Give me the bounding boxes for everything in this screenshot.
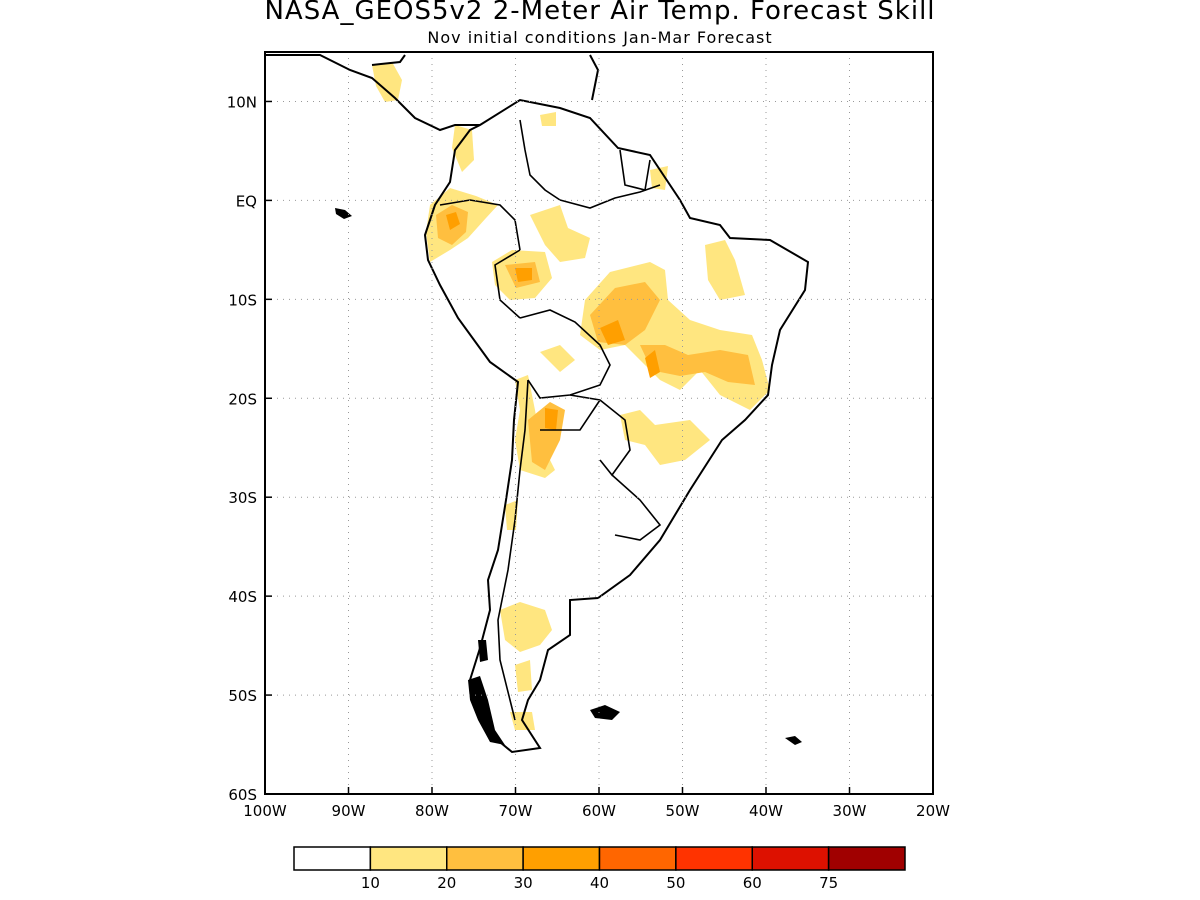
skill-region-patagonia-south xyxy=(515,660,532,692)
skill-region-amazon-west-peak xyxy=(515,268,532,282)
border-argentina-north xyxy=(540,399,601,431)
border-colombia-venezuela xyxy=(519,119,561,201)
legend-label: 75 xyxy=(819,874,838,892)
lat-tick-label: 10N xyxy=(227,93,257,111)
legend-swatch xyxy=(598,846,677,871)
legend-label: 30 xyxy=(514,874,533,892)
legend-label: 50 xyxy=(666,874,685,892)
skill-region-south-brazil xyxy=(620,410,710,465)
lon-tick-label: 60W xyxy=(582,802,616,820)
legend-label: 20 xyxy=(437,874,456,892)
lat-tick-label: 20S xyxy=(228,390,257,408)
skill-region-brazil-southeast-peak xyxy=(645,350,660,378)
border-chile-argentina xyxy=(497,379,529,721)
south-chile-archipelago xyxy=(468,676,505,745)
skill-region-amazon-east xyxy=(540,112,556,126)
legend-swatch xyxy=(751,846,830,871)
lat-tick-label: EQ xyxy=(236,192,257,210)
legend-swatch xyxy=(827,846,906,871)
border-argentina-paraguay xyxy=(569,394,631,477)
lon-tick-label: 20W xyxy=(916,802,950,820)
skill-region-guiana xyxy=(650,166,668,190)
lat-tick-label: 30S xyxy=(228,489,257,507)
lat-tick-label: 60S xyxy=(228,786,257,804)
border-colombia-peru xyxy=(439,199,521,251)
galapagos-islands xyxy=(335,208,352,219)
map-subtitle: Nov initial conditions Jan-Mar Forecast xyxy=(427,28,773,47)
lon-tick-label: 50W xyxy=(666,802,700,820)
lon-tick-label: 80W xyxy=(415,802,449,820)
central-america-coastline xyxy=(265,54,480,132)
skill-region-atacama-peak xyxy=(545,408,558,430)
color-legend: 10 20 30 40 50 60 75 xyxy=(293,846,906,892)
legend-label: 40 xyxy=(590,874,609,892)
lat-tick-label: 50S xyxy=(228,687,257,705)
south-georgia xyxy=(785,736,802,745)
caribbean-arc xyxy=(589,54,600,101)
legend-swatch xyxy=(369,846,448,871)
lon-tick-label: 40W xyxy=(749,802,783,820)
border-bolivia xyxy=(519,309,611,399)
border-venezuela-brazil xyxy=(559,184,661,209)
map-axes: 100W 90W 80W 70W 60W 50W 40W 30W 20W 10N EQ 10S 20S 3… xyxy=(227,93,950,820)
legend-swatch xyxy=(293,846,372,871)
skill-region-bolivia xyxy=(540,345,575,372)
coastlines xyxy=(265,54,810,754)
skill-region-brazil-southeast xyxy=(640,345,755,385)
skill-region-ecuador-peak xyxy=(446,212,460,230)
map-content xyxy=(265,54,810,754)
lat-tick-label: 10S xyxy=(228,291,257,309)
lon-tick-label: 30W xyxy=(833,802,867,820)
skill-region-amazon-north xyxy=(530,205,590,262)
map-grid xyxy=(265,52,933,794)
skill-shading xyxy=(372,62,770,730)
legend-swatch xyxy=(522,846,601,871)
chiloe-island xyxy=(478,640,488,662)
lon-tick-label: 90W xyxy=(332,802,366,820)
skill-region-colombia xyxy=(452,125,474,172)
skill-region-patagonia xyxy=(500,602,552,652)
lon-tick-label: 70W xyxy=(499,802,533,820)
legend-label: 60 xyxy=(743,874,762,892)
legend-swatch xyxy=(675,846,753,871)
skill-region-northeast-brazil xyxy=(705,240,745,300)
lat-tick-label: 40S xyxy=(228,588,257,606)
south-america-coastline xyxy=(423,98,810,754)
skill-region-brazil-central-peak xyxy=(600,320,625,345)
country-borders xyxy=(439,119,662,721)
islands xyxy=(335,208,802,745)
border-brazil-uruguay xyxy=(611,474,662,541)
falkland-islands xyxy=(590,705,620,720)
legend-swatch xyxy=(446,846,524,871)
border-peru-brazil xyxy=(494,249,521,319)
skill-region-central-america xyxy=(372,62,402,102)
central-america-north-coast xyxy=(371,54,406,66)
lon-tick-label: 100W xyxy=(243,802,287,820)
map-title: NASA_GEOS5v2 2-Meter Air Temp. Forecast … xyxy=(264,0,936,26)
border-guianas xyxy=(619,149,651,191)
legend-label: 10 xyxy=(361,874,380,892)
